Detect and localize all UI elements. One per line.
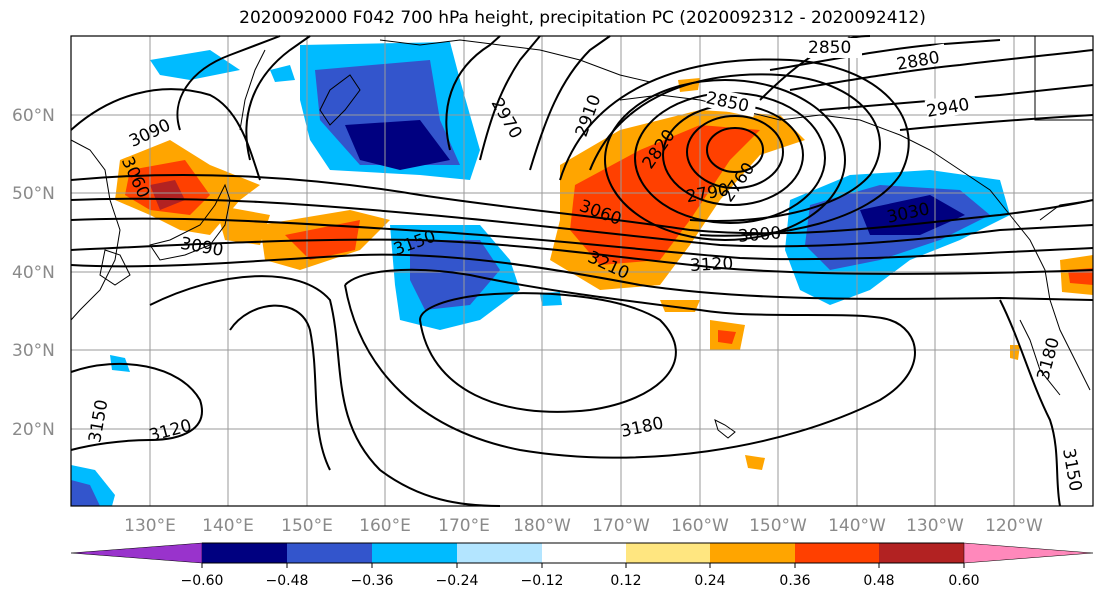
lat-label: 20°N	[12, 420, 55, 440]
colorbar-tick-label: 0.12	[610, 573, 641, 589]
lon-label: 170°E	[438, 516, 490, 536]
colorbar-tick-label: 0.24	[694, 573, 725, 589]
lon-label: 180°W	[513, 516, 571, 536]
colorbar-segment	[795, 543, 879, 563]
contour-label: 3000	[737, 223, 782, 247]
colorbar-segment	[202, 543, 287, 563]
lon-label: 140°E	[202, 516, 254, 536]
colorbar-segment	[372, 543, 457, 563]
colorbar-segment	[963, 542, 1094, 564]
colorbar-tick-label: −0.24	[436, 573, 479, 589]
colorbar-segment	[287, 543, 372, 563]
colorbar-tick-label: 0.36	[779, 573, 810, 589]
lon-label: 160°E	[359, 516, 411, 536]
lat-label: 40°N	[12, 263, 55, 283]
lon-label: 150°W	[749, 516, 807, 536]
colorbar-tick-label: 0.60	[948, 573, 979, 589]
lon-label: 130°W	[906, 516, 964, 536]
latitude-labels: 60°N 50°N 40°N 30°N 20°N	[12, 106, 55, 440]
lat-label: 30°N	[12, 341, 55, 361]
colorbar-segment	[70, 542, 203, 564]
map-title: 2020092000 F042 700 hPa height, precipit…	[239, 8, 926, 28]
lon-label: 140°W	[828, 516, 886, 536]
longitude-labels: 130°E 140°E 150°E 160°E 170°E 180°W 170°…	[124, 516, 1043, 536]
lon-label: 170°W	[592, 516, 650, 536]
colorbar-segment	[879, 543, 964, 563]
colorbar-tick-label: −0.60	[181, 573, 224, 589]
colorbar-segment	[710, 543, 795, 563]
lat-label: 60°N	[12, 106, 55, 126]
graticule	[71, 36, 1093, 506]
colorbar-segment	[542, 543, 626, 563]
lon-label: 160°W	[671, 516, 729, 536]
colorbar: −0.60 −0.48 −0.36 −0.24 −0.12 0.12 0.24 …	[70, 542, 1094, 589]
lon-label: 150°E	[281, 516, 333, 536]
colorbar-segment	[626, 543, 710, 563]
contour-label: 3120	[690, 254, 734, 276]
map-area: 2850 2880 2940 2850 2910 2970 3090 3060 …	[70, 35, 1094, 507]
precip-shading	[71, 42, 1093, 506]
colorbar-tick-label: −0.48	[266, 573, 309, 589]
colorbar-tick-label: 0.48	[863, 573, 894, 589]
lon-label: 130°E	[124, 516, 176, 536]
colorbar-segment	[457, 543, 542, 563]
height-contours	[70, 35, 1094, 507]
colorbar-tick-label: −0.12	[521, 573, 564, 589]
lon-label: 120°W	[985, 516, 1043, 536]
lat-label: 50°N	[12, 184, 55, 204]
contour-label: 2850	[808, 38, 851, 58]
colorbar-tick-label: −0.36	[351, 573, 394, 589]
